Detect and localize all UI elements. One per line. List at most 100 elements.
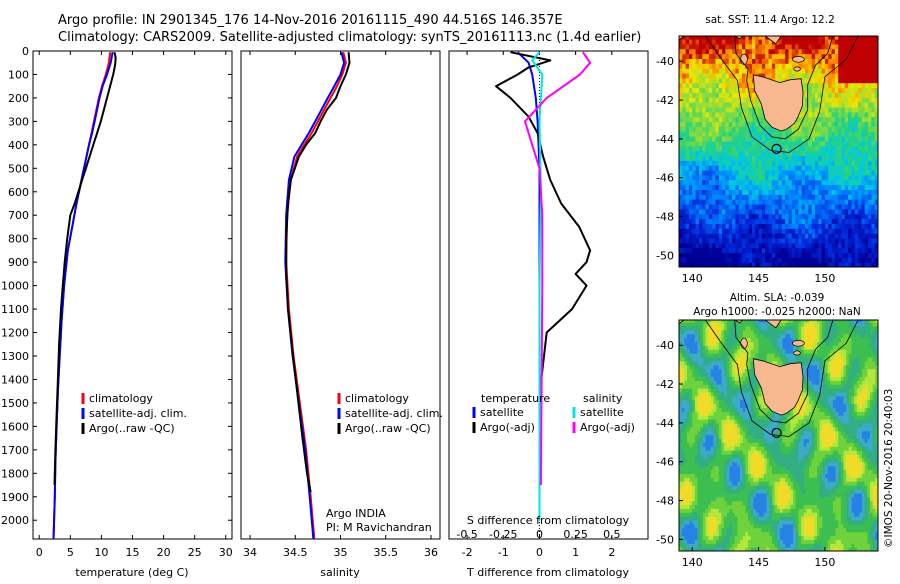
map-cell (725, 199, 729, 205)
map-cell (785, 180, 789, 186)
map-cell (725, 54, 729, 60)
map-cell (686, 248, 690, 254)
map-cell (825, 117, 829, 123)
map-cell (825, 131, 829, 137)
map-cell (868, 136, 872, 142)
map-cell (868, 257, 872, 263)
map-cell (805, 117, 809, 123)
map-cell (805, 146, 809, 152)
difference-plot-frame (449, 51, 648, 539)
x-tick-label: 20 (157, 546, 171, 559)
map-cell (769, 257, 773, 263)
map-cell (868, 146, 872, 152)
map-cell (805, 214, 809, 220)
map-cell (749, 228, 753, 234)
map-cell (805, 54, 809, 60)
map-cell (686, 214, 690, 220)
map-cell (686, 223, 690, 229)
map-cell (725, 83, 729, 89)
map-cell (805, 194, 809, 200)
map-cell (749, 151, 753, 157)
map-cell (686, 102, 690, 108)
map-cell (725, 112, 729, 118)
map-cell (825, 92, 829, 98)
map-cell (785, 238, 789, 244)
map-cell (848, 209, 852, 215)
map-cell (769, 238, 773, 244)
map-cell (686, 194, 690, 200)
map-cell (686, 209, 690, 215)
map-cell (868, 141, 872, 147)
map-cell (686, 160, 690, 166)
map-cell (848, 223, 852, 229)
map-cell (725, 34, 729, 40)
map-cell (785, 131, 789, 137)
map-cell (725, 126, 729, 132)
map-cell (848, 107, 852, 113)
map-cell (785, 243, 789, 249)
map-cell (749, 121, 753, 127)
map-cell (706, 58, 710, 64)
temperature-difference-label: T difference from climatology (466, 566, 629, 579)
map-cell (825, 160, 829, 166)
salinity-x-label: salinity (320, 566, 360, 579)
map-cell (725, 228, 729, 234)
float-program-label: Argo INDIA (326, 507, 386, 520)
map-cell (848, 58, 852, 64)
map-cell (725, 141, 729, 147)
map-cell (749, 107, 753, 113)
map-cell (749, 78, 753, 84)
map-cell (785, 54, 789, 60)
map-cell (725, 87, 729, 93)
map-cell (868, 204, 872, 210)
legend-label: satellite-adj. clim. (89, 407, 187, 420)
map-cell (868, 155, 872, 161)
map-cell (805, 228, 809, 234)
depth-tick-label: 1400 (1, 373, 29, 386)
map-cell (785, 151, 789, 157)
legend-label: Argo(-adj) (480, 421, 535, 434)
map-cell (825, 126, 829, 132)
x-tick-label: 35.5 (373, 546, 398, 559)
lat-tick-label: -50 (656, 249, 674, 262)
map-cell (868, 233, 872, 239)
map-cell (805, 243, 809, 249)
map-cell (749, 83, 753, 89)
map-cell (785, 175, 789, 181)
map-cell (805, 209, 809, 215)
map-cell (848, 238, 852, 244)
map-cell (686, 63, 690, 68)
map-cell (706, 209, 710, 215)
map-cell (686, 175, 690, 181)
map-cell (769, 165, 773, 171)
map-cell (749, 73, 753, 79)
map-cell (725, 170, 729, 176)
map-cell (805, 165, 809, 171)
map-cell (706, 151, 710, 157)
map-cell (848, 34, 852, 40)
map-cell (805, 121, 809, 127)
x-tick-label: 34.5 (283, 546, 308, 559)
map-cell (785, 199, 789, 205)
map-cell (749, 219, 753, 225)
map-cell (848, 248, 852, 254)
map-cell (725, 189, 729, 195)
map-cell (725, 155, 729, 161)
map-cell (868, 107, 872, 113)
map-cell (848, 185, 852, 191)
x-tick-label: 1 (572, 546, 579, 559)
map-cell (805, 170, 809, 176)
map-cell (749, 175, 753, 181)
map-cell (749, 257, 753, 263)
map-cell (706, 107, 710, 113)
map-cell (868, 199, 872, 205)
map-cell (686, 228, 690, 234)
x-tick-label: 34 (243, 546, 257, 559)
map-cell (706, 214, 710, 220)
map-cell (848, 121, 852, 127)
map-cell (785, 257, 789, 263)
map-cell (805, 204, 809, 210)
map-cell (868, 223, 872, 229)
